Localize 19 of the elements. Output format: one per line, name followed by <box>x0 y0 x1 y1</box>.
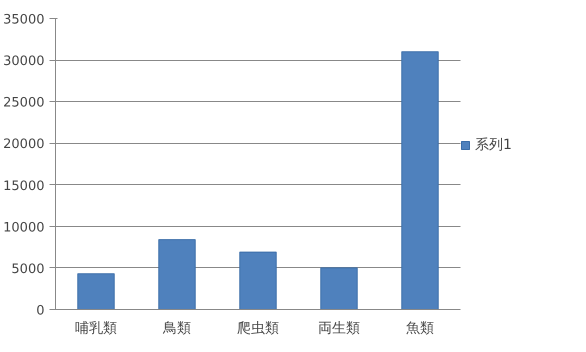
x-tick-label: 哺乳類 <box>75 320 117 336</box>
x-tick-label: 魚類 <box>406 320 434 336</box>
y-tick-label: 10000 <box>3 220 45 236</box>
y-tick-label: 0 <box>36 304 45 318</box>
bar <box>401 51 439 310</box>
x-tick-label: 両生類 <box>318 320 360 336</box>
bar <box>77 273 115 310</box>
x-tick-label: 爬虫類 <box>237 320 279 336</box>
y-tick-label: 25000 <box>3 96 45 111</box>
bar <box>320 267 358 310</box>
x-tick-label: 鳥類 <box>162 320 191 336</box>
y-tick-label: 35000 <box>3 12 45 28</box>
y-tick-label: 30000 <box>3 54 45 70</box>
bar <box>239 252 277 310</box>
legend-label: 系列1 <box>475 136 512 154</box>
y-tick-label: 20000 <box>3 137 45 152</box>
y-tick-label: 5000 <box>11 262 45 277</box>
y-tick-label: 15000 <box>3 178 45 194</box>
bar <box>158 239 196 310</box>
